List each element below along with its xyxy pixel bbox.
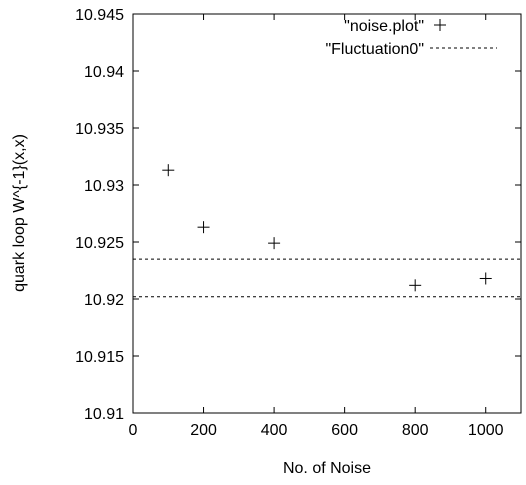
legend-marker-plus xyxy=(434,19,446,31)
x-tick-label: 800 xyxy=(402,422,429,439)
y-tick-label: 10.93 xyxy=(84,178,124,195)
data-point xyxy=(409,279,422,292)
plot-frame xyxy=(132,13,522,414)
data-point xyxy=(162,164,175,177)
y-tick-label: 10.94 xyxy=(84,64,124,81)
plot-frame-group xyxy=(132,13,522,414)
fluctuation-band xyxy=(133,258,521,298)
data-point xyxy=(479,272,492,285)
data-point xyxy=(268,237,281,250)
y-tick-label: 10.935 xyxy=(75,121,124,138)
y-tick-label: 10.91 xyxy=(84,406,124,423)
y-tick-label: 10.945 xyxy=(75,7,124,24)
x-tick-label: 600 xyxy=(331,422,358,439)
y-tick-label: 10.925 xyxy=(75,235,124,252)
x-tick-label: 200 xyxy=(190,422,217,439)
y-axis-label: quark loop W^{-1}(x,x) xyxy=(11,134,28,292)
x-tick-label: 1000 xyxy=(468,422,504,439)
y-tick-label: 10.915 xyxy=(75,349,124,366)
noise-plot-points xyxy=(162,164,492,292)
x-tick-label: 0 xyxy=(129,422,138,439)
legend: "noise.plot" "Fluctuation0" xyxy=(325,18,497,58)
x-axis-label: No. of Noise xyxy=(283,460,371,477)
y-axis-ticks: 10.91 10.915 10.92 10.925 10.93 10.935 10.94 10… xyxy=(75,7,521,423)
data-point xyxy=(197,221,210,234)
legend-label-noise-plot: "noise.plot" xyxy=(344,18,424,35)
x-tick-label: 400 xyxy=(261,422,288,439)
legend-label-fluctuation0: "Fluctuation0" xyxy=(325,41,424,58)
x-axis-ticks: 0 200 400 600 800 1000 xyxy=(129,14,504,439)
y-tick-label: 10.92 xyxy=(84,292,124,309)
